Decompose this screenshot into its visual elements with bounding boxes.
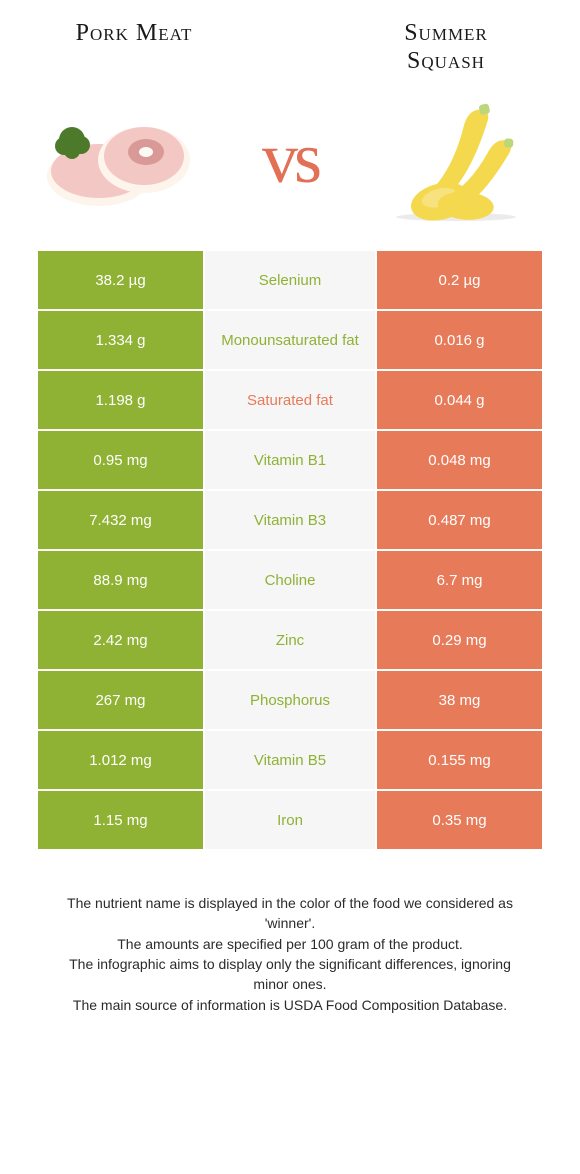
left-value: 38.2 µg (38, 251, 203, 309)
nutrient-name: Monounsaturated fat (205, 311, 375, 369)
nutrient-name: Vitamin B5 (205, 731, 375, 789)
footer-notes: The nutrient name is displayed in the co… (24, 849, 556, 1015)
left-value: 88.9 mg (38, 551, 203, 609)
footer-line: The infographic aims to display only the… (54, 954, 526, 995)
right-value: 0.29 mg (377, 611, 542, 669)
nutrient-name: Choline (205, 551, 375, 609)
infographic-canvas: Pork meat Summersquash vs (0, 0, 580, 1055)
right-value: 0.487 mg (377, 491, 542, 549)
nutrient-row: 38.2 µgSelenium0.2 µg (38, 251, 542, 309)
hero-row: vs (24, 85, 556, 251)
nutrient-table: 38.2 µgSelenium0.2 µg1.334 gMonounsatura… (24, 251, 556, 849)
left-value: 1.15 mg (38, 791, 203, 849)
right-food-title: Summersquash (366, 20, 526, 75)
footer-line: The main source of information is USDA F… (54, 995, 526, 1015)
left-value: 1.334 g (38, 311, 203, 369)
nutrient-name: Vitamin B3 (205, 491, 375, 549)
right-value: 0.016 g (377, 311, 542, 369)
nutrient-row: 1.334 gMonounsaturated fat0.016 g (38, 311, 542, 369)
footer-line: The amounts are specified per 100 gram o… (54, 934, 526, 954)
nutrient-row: 1.15 mgIron0.35 mg (38, 791, 542, 849)
left-value: 2.42 mg (38, 611, 203, 669)
nutrient-name: Zinc (205, 611, 375, 669)
nutrient-row: 2.42 mgZinc0.29 mg (38, 611, 542, 669)
left-value: 1.198 g (38, 371, 203, 429)
right-value: 6.7 mg (377, 551, 542, 609)
nutrient-row: 267 mgPhosphorus38 mg (38, 671, 542, 729)
right-value: 0.35 mg (377, 791, 542, 849)
pork-image (44, 93, 204, 223)
left-value: 267 mg (38, 671, 203, 729)
right-value: 0.044 g (377, 371, 542, 429)
nutrient-name: Iron (205, 791, 375, 849)
right-value: 0.155 mg (377, 731, 542, 789)
nutrient-name: Phosphorus (205, 671, 375, 729)
nutrient-row: 88.9 mgCholine6.7 mg (38, 551, 542, 609)
nutrient-name: Selenium (205, 251, 375, 309)
right-value: 38 mg (377, 671, 542, 729)
vs-label: vs (262, 117, 318, 200)
nutrient-row: 1.198 gSaturated fat0.044 g (38, 371, 542, 429)
left-value: 7.432 mg (38, 491, 203, 549)
header-row: Pork meat Summersquash (24, 20, 556, 85)
footer-line: The nutrient name is displayed in the co… (54, 893, 526, 934)
left-food-title: Pork meat (54, 20, 214, 75)
squash-image (376, 93, 536, 223)
left-value: 0.95 mg (38, 431, 203, 489)
nutrient-name: Vitamin B1 (205, 431, 375, 489)
nutrient-row: 0.95 mgVitamin B10.048 mg (38, 431, 542, 489)
nutrient-row: 1.012 mgVitamin B50.155 mg (38, 731, 542, 789)
right-value: 0.048 mg (377, 431, 542, 489)
nutrient-name: Saturated fat (205, 371, 375, 429)
right-value: 0.2 µg (377, 251, 542, 309)
nutrient-row: 7.432 mgVitamin B30.487 mg (38, 491, 542, 549)
left-value: 1.012 mg (38, 731, 203, 789)
